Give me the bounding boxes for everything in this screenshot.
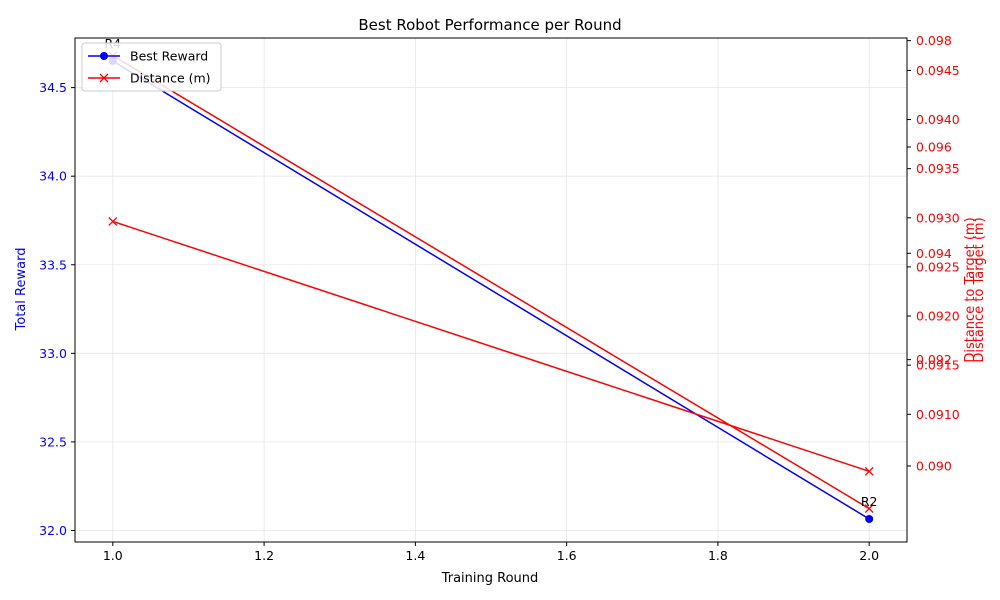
x-axis-label: Training Round — [441, 571, 539, 586]
y-right-tick-label: 0.0925 — [916, 259, 960, 274]
x-tick-label: 2.0 — [859, 548, 879, 563]
y-left-tick-label: 34.5 — [39, 80, 67, 95]
series-line-0 — [112, 60, 870, 520]
series-point-0 — [865, 514, 874, 523]
legend-box — [81, 42, 222, 92]
series-point-1 — [864, 504, 874, 514]
axes: 1.0 1.2 1.4 1.6 1.8 2.0 32.0 32.5 33.0 33.5 34.0 34… — [39, 33, 960, 563]
x-tick-label: 1.2 — [254, 548, 274, 563]
x-tick-label: 1.6 — [557, 548, 577, 563]
y-right-tick-label: 0.092 — [916, 352, 952, 367]
y-right-tick-label: 0.0940 — [916, 112, 960, 127]
y-left-tick-label: 33.5 — [39, 257, 67, 272]
y-right-tick-label: 0.0910 — [916, 407, 960, 422]
y-right-tick-label: 0.096 — [916, 139, 952, 154]
series-line-1 — [112, 55, 870, 510]
chart-title: Best Robot Performance per Round — [358, 16, 621, 34]
y-right-tick-label: 0.0935 — [916, 161, 960, 176]
y-left-tick-label: 34.0 — [39, 169, 67, 184]
series-point-2 — [108, 216, 118, 226]
legend-best-reward-marker — [100, 52, 108, 60]
grid — [75, 38, 907, 542]
y-axis-right-label-b: Distance to Target (m) — [972, 217, 987, 362]
y-right-tick-label: 0.0945 — [916, 63, 960, 78]
legend: Best Reward Distance (m) — [81, 42, 222, 92]
legend-distance-marker — [99, 73, 109, 83]
series-point-2 — [864, 466, 874, 476]
y-right-tick-label: 0.0915 — [916, 358, 960, 373]
y-left-tick-label: 33.0 — [39, 346, 67, 361]
x-tick-label: 1.0 — [103, 548, 123, 563]
y-right-tick-label: 0.090 — [916, 458, 952, 473]
plot-frame — [74, 37, 908, 543]
y-right-tick-label: 0.0930 — [916, 210, 960, 225]
x-tick-label: 1.8 — [708, 548, 728, 563]
series-line-2 — [112, 220, 870, 473]
y-left-tick-label: 32.0 — [39, 523, 67, 538]
legend-distance-label: Distance (m) — [130, 71, 211, 86]
y-axis-left-label: Total Reward — [14, 248, 29, 332]
y-left-tick-label: 32.5 — [39, 434, 67, 449]
legend-best-reward-label: Best Reward — [130, 49, 208, 64]
y-right-tick-label: 0.0920 — [916, 309, 960, 324]
y-right-tick-label: 0.098 — [916, 33, 952, 48]
x-tick-label: 1.4 — [405, 548, 425, 563]
y-axis-right-label-a: Distance to Target (m) — [963, 217, 978, 362]
point-annotation: R2 — [861, 494, 878, 509]
y-right-tick-label: 0.094 — [916, 246, 952, 261]
